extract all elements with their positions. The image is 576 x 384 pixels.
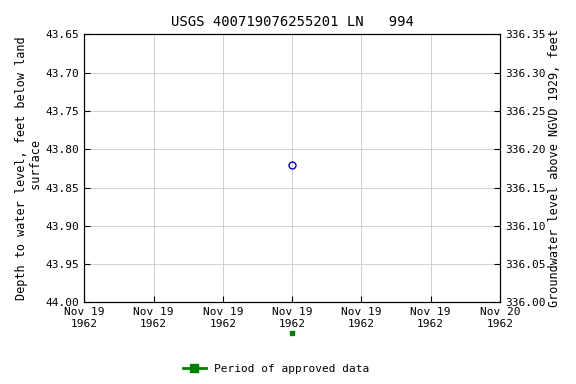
Y-axis label: Depth to water level, feet below land
 surface: Depth to water level, feet below land su… bbox=[15, 36, 43, 300]
Y-axis label: Groundwater level above NGVD 1929, feet: Groundwater level above NGVD 1929, feet bbox=[548, 30, 561, 307]
Legend: Period of approved data: Period of approved data bbox=[179, 359, 374, 379]
Title: USGS 400719076255201 LN   994: USGS 400719076255201 LN 994 bbox=[170, 15, 414, 29]
